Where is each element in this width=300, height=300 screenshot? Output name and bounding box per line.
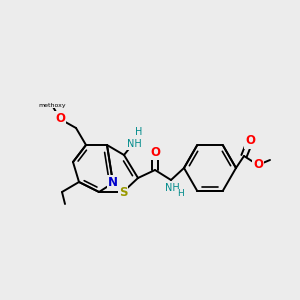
Text: O: O bbox=[55, 112, 65, 125]
Text: S: S bbox=[119, 185, 127, 199]
Text: O: O bbox=[253, 158, 263, 172]
Text: NH: NH bbox=[165, 183, 179, 193]
Text: NH: NH bbox=[165, 182, 179, 192]
Text: N: N bbox=[108, 176, 118, 190]
Text: H: H bbox=[177, 190, 183, 199]
Text: O: O bbox=[245, 134, 255, 148]
Text: H: H bbox=[135, 127, 143, 137]
Text: O: O bbox=[150, 146, 160, 158]
Text: NH: NH bbox=[127, 139, 141, 149]
Text: methoxy: methoxy bbox=[38, 103, 66, 107]
